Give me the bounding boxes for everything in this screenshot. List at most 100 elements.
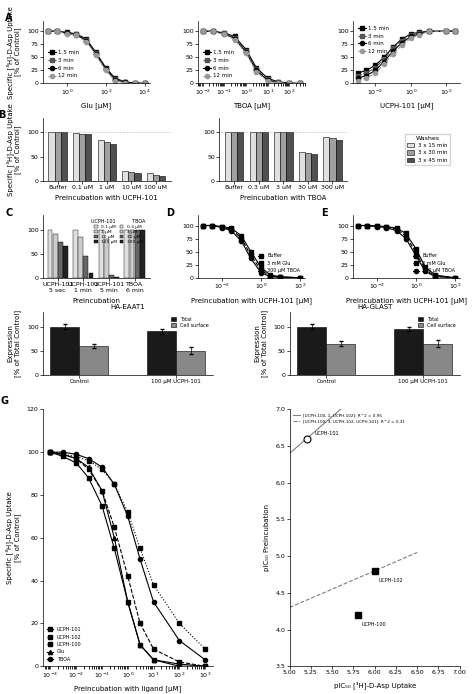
Bar bbox=[110, 144, 116, 180]
3 min bbox=[73, 31, 79, 39]
3 min bbox=[93, 49, 99, 58]
6 min bbox=[287, 79, 292, 87]
1.5 min bbox=[122, 78, 128, 86]
6 min bbox=[45, 27, 50, 35]
3 mM Glu bbox=[403, 232, 409, 240]
Line: 1.5 min: 1.5 min bbox=[356, 29, 457, 75]
Buffer bbox=[413, 245, 419, 253]
Bar bbox=[73, 230, 78, 278]
Buffer bbox=[394, 224, 400, 232]
1.5 min bbox=[297, 79, 303, 87]
3 min bbox=[232, 33, 237, 42]
1.5 min bbox=[210, 27, 216, 35]
Line: Buffer: Buffer bbox=[201, 223, 302, 280]
TBOA bbox=[47, 448, 53, 457]
3 min bbox=[122, 78, 128, 87]
Bar bbox=[61, 133, 67, 180]
3 min bbox=[426, 27, 431, 35]
Bar bbox=[85, 135, 91, 180]
Line: UCPH-100: UCPH-100 bbox=[48, 450, 207, 651]
UCPH-101 bbox=[151, 656, 156, 664]
Legend: 3 x 15 min, 3 x 30 min, 3 x 45 min: 3 x 15 min, 3 x 30 min, 3 x 45 min bbox=[405, 134, 450, 165]
3 mM Glu bbox=[433, 272, 438, 280]
300 µM TBOA bbox=[219, 223, 225, 232]
X-axis label: Preincubation: Preincubation bbox=[72, 298, 120, 304]
Bar bbox=[50, 327, 80, 375]
3 mM Glu bbox=[422, 266, 428, 274]
300 µM TBOA bbox=[433, 273, 438, 281]
6 min bbox=[399, 39, 404, 47]
UCPH-101 bbox=[99, 502, 105, 510]
12 min bbox=[381, 60, 387, 68]
Bar bbox=[73, 133, 79, 180]
UCPH-102 bbox=[47, 448, 53, 457]
Legend: Total, Cell surface: Total, Cell surface bbox=[169, 314, 210, 330]
1.5 min bbox=[54, 27, 60, 35]
Line: 6 min: 6 min bbox=[201, 29, 302, 85]
12 min bbox=[221, 31, 227, 39]
1.5 min bbox=[200, 27, 205, 35]
6 min bbox=[243, 48, 249, 56]
UCPH-100 bbox=[202, 645, 208, 653]
Bar bbox=[122, 171, 128, 180]
UCPH-101 bbox=[111, 544, 117, 552]
Bar bbox=[176, 350, 205, 375]
Bar bbox=[147, 174, 153, 180]
Bar bbox=[286, 133, 292, 180]
Bar bbox=[89, 273, 93, 278]
Bar bbox=[79, 134, 85, 180]
1.5 min bbox=[265, 74, 271, 83]
Text: B: B bbox=[0, 110, 5, 121]
Line: 1.5 min: 1.5 min bbox=[46, 29, 147, 85]
6 min bbox=[221, 30, 227, 38]
X-axis label: TBOA [µM]: TBOA [µM] bbox=[233, 103, 270, 109]
3 min bbox=[297, 79, 303, 87]
Text: C: C bbox=[5, 208, 12, 217]
6 min bbox=[232, 35, 237, 43]
Buffer bbox=[433, 271, 438, 279]
Legend: [UCPH-100, 1; UCPH-102]: R^2 = 0.95, [UCPH-100, 3; UCPH-102, UCPH-101]: R^2 = 0.: [UCPH-100, 1; UCPH-102]: R^2 = 0.95, [UC… bbox=[292, 412, 406, 425]
3 min bbox=[132, 79, 137, 87]
12 min bbox=[417, 31, 422, 39]
1.5 min bbox=[73, 30, 79, 38]
Glu bbox=[125, 598, 131, 606]
Buffer bbox=[238, 232, 244, 240]
6 min bbox=[132, 79, 137, 87]
Legend: Total, Cell surface: Total, Cell surface bbox=[416, 314, 457, 330]
Buffer bbox=[248, 248, 254, 256]
X-axis label: pIC₅₀ [³H]-D-Asp Uptake: pIC₅₀ [³H]-D-Asp Uptake bbox=[334, 681, 416, 688]
Line: 1.5 min: 1.5 min bbox=[201, 29, 302, 85]
6 min bbox=[363, 71, 369, 80]
UCPH-102 bbox=[151, 645, 156, 653]
Text: UCPH-100: UCPH-100 bbox=[362, 622, 386, 627]
3 mM Glu bbox=[394, 225, 400, 233]
Bar bbox=[231, 133, 237, 180]
3 mM Glu bbox=[209, 221, 215, 230]
300 µM TBOA bbox=[297, 273, 303, 282]
3 mM Glu bbox=[248, 251, 254, 260]
1.5 min bbox=[381, 53, 387, 62]
3 mM Glu bbox=[364, 221, 370, 230]
Bar bbox=[274, 133, 280, 180]
Legend: Buffer, 3 mM Glu, 300 µM TBOA: Buffer, 3 mM Glu, 300 µM TBOA bbox=[411, 251, 457, 276]
Bar bbox=[329, 138, 336, 180]
Glu bbox=[176, 662, 182, 670]
Bar bbox=[104, 239, 109, 278]
Y-axis label: Expression
[% of Total Control]: Expression [% of Total Control] bbox=[8, 310, 21, 377]
1.5 min bbox=[287, 79, 292, 87]
6 min bbox=[83, 37, 89, 45]
Line: [UCPH-100, 3; UCPH-102, UCPH-101]: R^2 = 0.31: [UCPH-100, 3; UCPH-102, UCPH-101]: R^2 =… bbox=[290, 552, 417, 607]
6 min bbox=[426, 27, 431, 35]
TBOA bbox=[73, 450, 79, 459]
3 min bbox=[275, 78, 281, 87]
X-axis label: UCPH-101 [µM]: UCPH-101 [µM] bbox=[380, 103, 433, 109]
300 µM TBOA bbox=[278, 273, 283, 281]
1.5 min bbox=[417, 28, 422, 37]
Bar bbox=[128, 172, 135, 180]
6 min bbox=[142, 79, 147, 87]
1.5 min bbox=[452, 27, 458, 35]
3 min bbox=[444, 27, 449, 35]
X-axis label: Preincubation with UCPH-101 [µM]: Preincubation with UCPH-101 [µM] bbox=[346, 297, 467, 303]
300 µM TBOA bbox=[422, 267, 428, 276]
3 min bbox=[265, 75, 271, 83]
